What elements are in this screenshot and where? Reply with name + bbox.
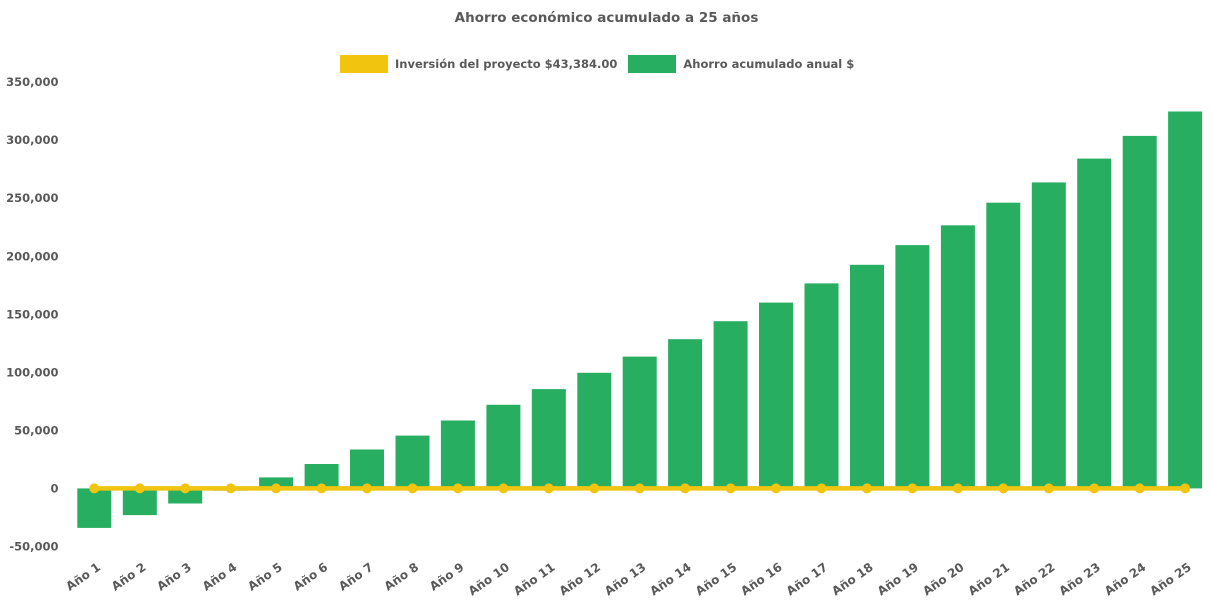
bar-ahorro-acumulado (486, 404, 521, 489)
bar-ahorro-acumulado (668, 339, 703, 489)
x-tick-label: Año 3 (154, 560, 194, 594)
x-tick-label: Año 16 (738, 560, 784, 598)
bar-ahorro-acumulado (350, 449, 384, 489)
line-marker-icon (952, 483, 963, 494)
x-tick-label: Año 12 (557, 560, 603, 598)
line-marker-icon (271, 483, 282, 494)
line-marker-icon (89, 483, 100, 494)
bar-ahorro-acumulado (940, 225, 975, 489)
chart-title: Ahorro económico acumulado a 25 años (454, 10, 759, 26)
bar-ahorro-acumulado (622, 356, 657, 489)
x-tick-label: Año 21 (966, 560, 1012, 598)
line-marker-icon (1180, 483, 1191, 494)
line-marker-icon (680, 483, 691, 494)
bar-ahorro-acumulado (440, 420, 475, 489)
y-tick-label: -50,000 (9, 540, 58, 554)
line-marker-icon (998, 483, 1009, 494)
line-marker-icon (1134, 483, 1145, 494)
x-tick-label: Año 23 (1056, 560, 1102, 598)
bar-ahorro-acumulado (77, 488, 112, 528)
y-tick-label: 250,000 (6, 191, 58, 205)
y-tick-label: 100,000 (6, 366, 58, 380)
line-marker-icon (907, 483, 918, 494)
bar-ahorro-acumulado (577, 372, 612, 489)
x-tick-label: Año 25 (1147, 560, 1193, 598)
x-tick-label: Año 4 (200, 560, 240, 594)
bar-ahorro-acumulado (713, 321, 748, 489)
x-tick-label: Año 10 (466, 560, 512, 598)
bar-ahorro-acumulado (895, 245, 930, 489)
line-marker-icon (1089, 483, 1100, 494)
line-marker-icon (771, 483, 781, 494)
line-marker-icon (407, 483, 418, 494)
y-tick-label: 150,000 (6, 307, 58, 321)
bar-ahorro-acumulado (1122, 135, 1157, 489)
bar-ahorro-acumulado (986, 202, 1021, 489)
y-tick-label: 200,000 (6, 249, 58, 263)
bar-ahorro-acumulado (531, 389, 566, 489)
bar-ahorro-acumulado (804, 283, 839, 489)
line-marker-icon (362, 483, 372, 494)
line-marker-icon (452, 483, 463, 494)
x-tick-label: Año 5 (245, 560, 285, 594)
line-marker-icon (589, 483, 600, 494)
bar-ahorro-acumulado (1168, 111, 1203, 489)
legend-label-inversion: Inversión del proyecto $43,384.00 (395, 57, 618, 71)
bar-ahorro-acumulado (1077, 158, 1112, 489)
x-tick-label: Año 15 (693, 560, 739, 598)
x-tick-label: Año 8 (382, 560, 422, 594)
x-tick-label: Año 13 (602, 560, 648, 598)
x-tick-label: Año 9 (427, 560, 467, 594)
line-marker-icon (1043, 483, 1054, 494)
x-tick-label: Año 20 (920, 560, 966, 598)
x-tick-label: Año 14 (647, 560, 693, 598)
x-tick-label: Año 22 (1011, 560, 1057, 598)
legend-swatch-ahorro (628, 55, 677, 73)
chart-legend: Inversión del proyecto $43,384.00 Ahorro… (340, 55, 854, 73)
y-tick-label: 0 (50, 482, 58, 496)
x-tick-label: Año 2 (109, 560, 149, 594)
bar-ahorro-acumulado (259, 477, 294, 489)
y-tick-label: 50,000 (14, 424, 58, 438)
y-tick-label: 300,000 (6, 133, 58, 147)
x-tick-label: Año 19 (875, 560, 921, 598)
line-marker-icon (498, 483, 509, 494)
line-marker-icon (225, 483, 236, 494)
x-tick-label: Año 1 (63, 560, 103, 594)
bar-ahorro-acumulado (850, 264, 884, 489)
bar-ahorro-acumulado (759, 302, 793, 489)
bar-ahorro-acumulado (1031, 182, 1066, 489)
line-marker-icon (725, 483, 736, 494)
legend-label-ahorro: Ahorro acumulado anual $ (683, 57, 855, 71)
line-marker-icon (862, 483, 872, 494)
line-marker-icon (316, 483, 327, 494)
x-tick-label: Año 7 (336, 560, 376, 594)
x-tick-label: Año 24 (1102, 560, 1148, 598)
x-tick-label: Año 18 (829, 560, 875, 598)
line-marker-icon (543, 483, 554, 494)
x-tick-label: Año 6 (291, 560, 331, 594)
y-tick-label: 350,000 (6, 75, 58, 89)
line-marker-icon (816, 483, 827, 494)
line-marker-icon (134, 483, 145, 494)
bar-ahorro-acumulado (168, 488, 203, 504)
x-tick-label: Año 17 (784, 560, 830, 598)
line-marker-icon (180, 483, 191, 494)
legend-swatch-inversion (340, 55, 388, 73)
x-tick-label: Año 11 (511, 560, 557, 598)
bar-ahorro-acumulado (395, 435, 430, 489)
line-marker-icon (634, 483, 645, 494)
